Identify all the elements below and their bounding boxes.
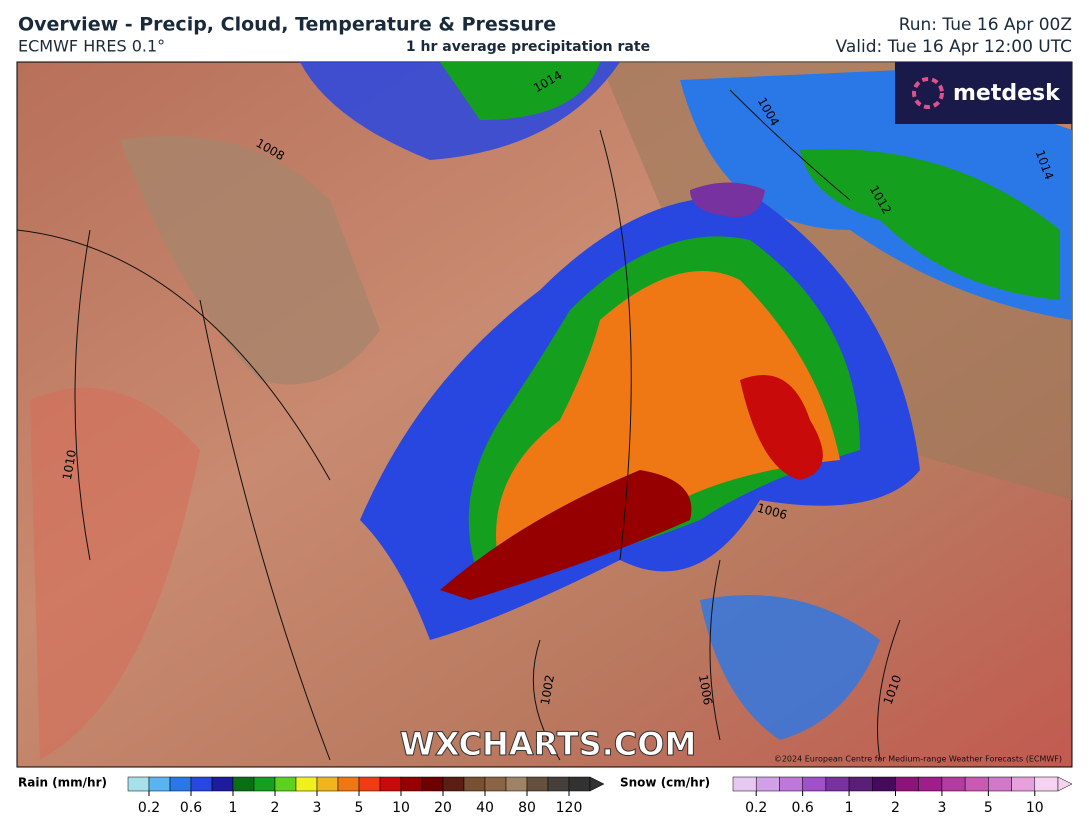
snow-swatch [872,776,896,792]
rain-swatch [169,776,192,792]
snow-tick-label: 0.6 [792,800,814,816]
isobar-label: 1002 [538,674,557,707]
snow-swatch [732,776,757,792]
model: ECMWF HRES 0.1° [18,37,165,56]
rain-tick-label: 2 [271,800,280,816]
snow-swatch [802,776,827,792]
rain-swatch [505,776,528,792]
snow-tick-label: 1 [845,800,854,816]
snow-label: Snow (cm/hr) [620,776,710,790]
valid: Valid: Tue 16 Apr 12:00 UTC [836,37,1072,57]
rain-swatch [568,776,591,792]
snow-tick-label: 10 [1026,800,1044,816]
rain-arrow [589,776,605,792]
rain-swatch [211,776,234,792]
isobar-label: 1010 [60,449,79,482]
snow-tick-label: 3 [937,800,946,816]
snow-swatch [964,776,989,792]
snow-tick-label: 2 [891,800,900,816]
rain-swatch [547,776,570,792]
rain-swatch [127,776,150,792]
snow-arrow [1057,776,1073,792]
snow-swatch [941,776,966,792]
rain-tick-label: 0.6 [180,800,202,816]
rain-tick-label: 80 [518,800,536,816]
rain-tick-label: 3 [313,800,322,816]
legend: 0.2 0.6 1 2 3 5 10 20 40 80 120 0.2 0.6 1 2 3 5 10 [127,776,1073,816]
rain-tick-label: 20 [434,800,452,816]
rain-swatch [274,776,297,792]
logo-icon [912,77,944,109]
snow-swatch [1011,776,1036,792]
snow-swatch [848,776,873,792]
rain-tick-label: 120 [556,800,583,816]
snow-swatch [1034,776,1059,792]
rain-swatch [400,776,423,792]
snow-tick-label: 0.2 [745,800,767,816]
snow-swatch [755,776,780,792]
rain-swatch [337,776,360,792]
rain-tick-label: 40 [476,800,494,816]
rain-label: Rain (mm/hr) [18,776,107,790]
rain-swatch [484,776,507,792]
logo-text: metdesk [953,81,1061,106]
rain-tick-label: 10 [392,800,410,816]
logo-box [895,62,1072,124]
snow-tick-label: 5 [984,800,993,816]
rain-swatch [421,776,444,792]
snow-swatch [918,776,943,792]
watermark: WXCHARTS.COM [400,725,697,763]
rain-swatch [232,776,255,792]
rain-swatch [463,776,486,792]
rain-tick-label: 1 [229,800,238,816]
snow-swatch [779,776,803,792]
snow-swatch [988,776,1012,792]
rain-swatch [295,776,318,792]
rain-tick-label: 5 [355,800,364,816]
rain-swatch [442,776,465,792]
copyright: ©2024 European Centre for Medium-range W… [774,755,1062,764]
subtitle: 1 hr average precipitation rate [406,39,650,55]
snow-swatch [825,776,850,792]
rain-swatch [190,776,213,792]
rain-tick-label: 0.2 [138,800,160,816]
run: Run: Tue 16 Apr 00Z [899,15,1072,35]
snow-swatch [895,776,919,792]
rain-swatch [253,776,276,792]
title: Overview - Precip, Cloud, Temperature & … [18,14,556,36]
rain-swatch [358,776,381,792]
rain-swatch [526,776,549,792]
isobar-label: 1006 [696,674,715,707]
rain-swatch [379,776,402,792]
rain-swatch [148,776,171,792]
rain-swatch [316,776,339,792]
map [16,61,1073,768]
